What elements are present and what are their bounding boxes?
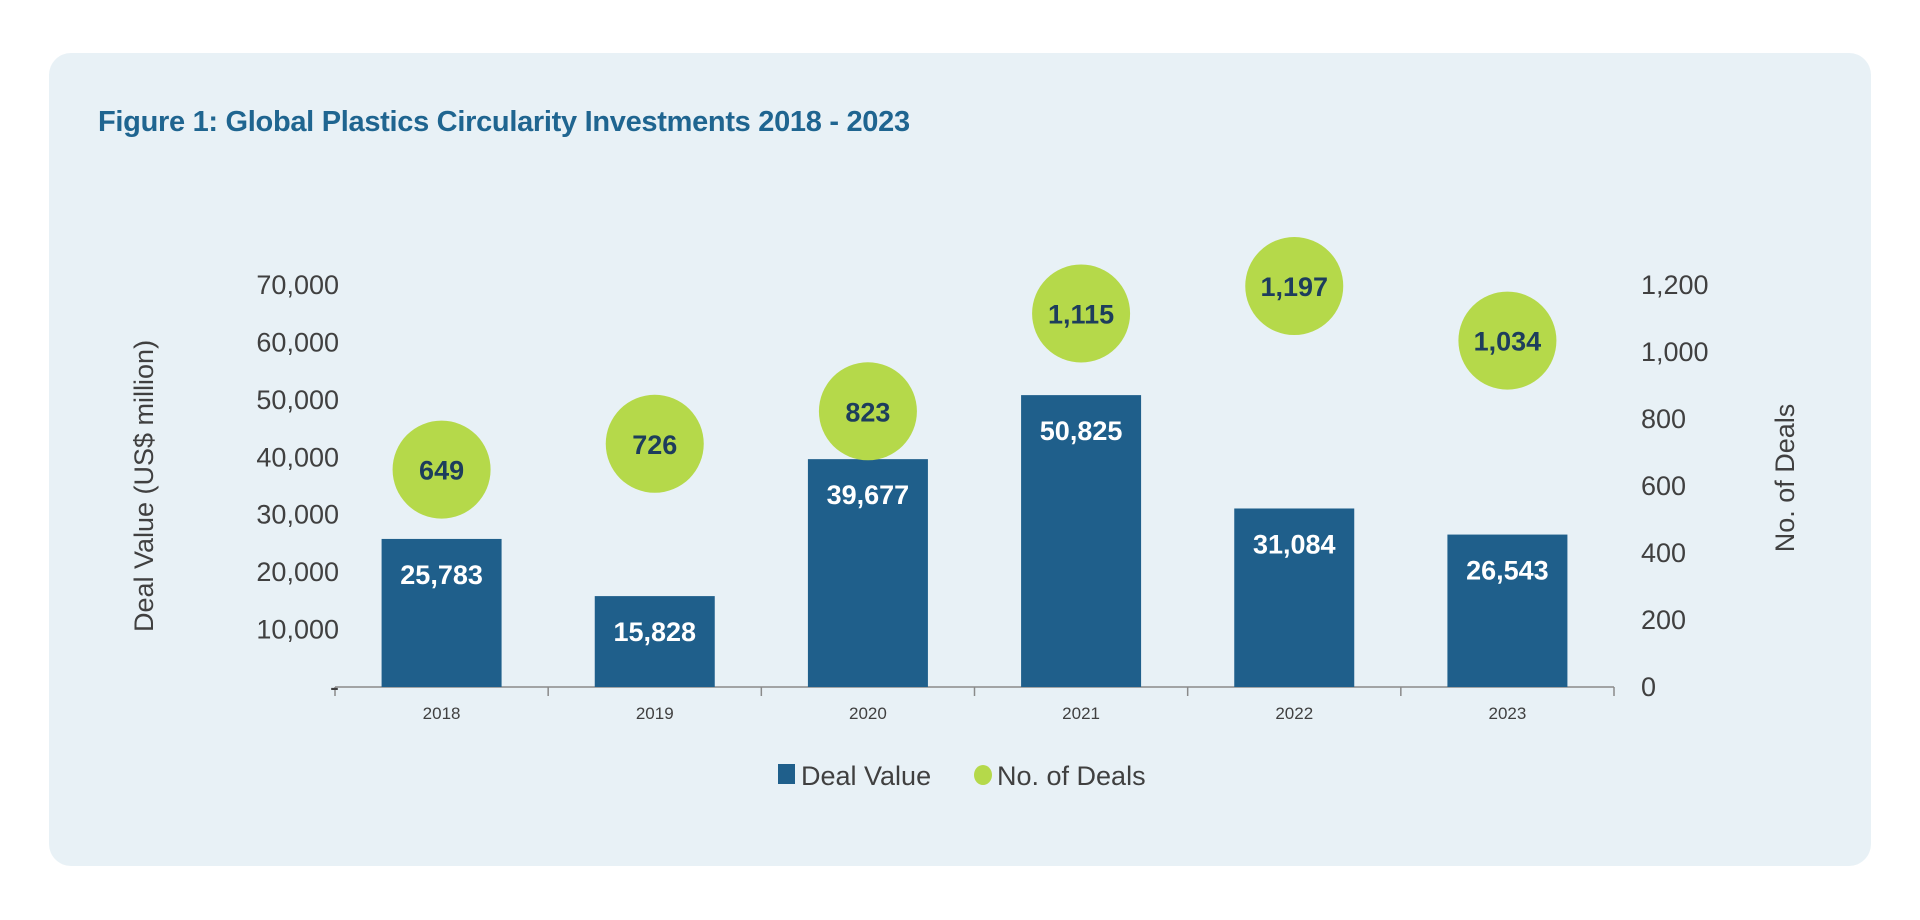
bubble-no-of-deals [1245,237,1344,336]
chart-panel [49,53,1871,866]
bar-deal-value [594,596,715,687]
legend-label-no-of-deals: No. of Deals [997,761,1146,791]
bar-deal-value [1234,508,1355,687]
y-tick-label: 40,000 [256,442,339,472]
bar-data-label: 25,783 [400,560,483,590]
bar-data-label: 39,677 [827,480,910,510]
legend-swatch-deal-value [778,764,795,784]
bar-deal-value [1447,534,1568,687]
x-tick-label: 2023 [1489,704,1527,723]
bubble-no-of-deals [1458,291,1557,390]
y-tick-label: 70,000 [256,270,339,300]
bar-data-label: 31,084 [1253,529,1336,559]
y2-tick-label: 600 [1641,471,1686,501]
y2-tick-label: 0 [1641,672,1656,702]
bubble-data-label: 726 [632,430,677,460]
bubble-data-label: 1,197 [1260,272,1328,302]
y-axis-title: Deal Value (US$ million) [129,340,159,632]
bubble-no-of-deals [605,394,704,493]
x-tick-label: 2021 [1062,704,1100,723]
bubble-data-label: 1,034 [1474,327,1542,357]
y-tick-label: 30,000 [256,500,339,530]
y2-tick-label: 200 [1641,605,1686,635]
y-tick-label: - [330,672,339,702]
x-tick-label: 2018 [423,704,461,723]
y-tick-label: 60,000 [256,327,339,357]
bar-deal-value [381,538,502,687]
bubble-data-label: 823 [845,397,890,427]
bar-data-label: 50,825 [1040,416,1123,446]
legend-label-deal-value: Deal Value [801,761,931,791]
bubble-no-of-deals [818,362,917,461]
y2-tick-label: 800 [1641,404,1686,434]
y-tick-label: 20,000 [256,557,339,587]
y2-tick-label: 1,000 [1641,337,1709,367]
y2-tick-label: 1,200 [1641,270,1709,300]
legend-swatch-no-of-deals [974,765,992,785]
x-tick-label: 2022 [1275,704,1313,723]
chart-title: Figure 1: Global Plastics Circularity In… [98,106,910,138]
y2-axis-title: No. of Deals [1770,404,1800,553]
bubble-no-of-deals [392,420,491,519]
bubble-data-label: 1,115 [1048,299,1114,329]
bar-deal-value [1021,395,1142,687]
bubble-no-of-deals [1032,264,1131,363]
y-tick-label: 50,000 [256,385,339,415]
bar-data-label: 15,828 [613,617,696,647]
bar-data-label: 26,543 [1466,556,1549,586]
bubble-data-label: 649 [419,456,464,486]
y-tick-label: 10,000 [256,615,339,645]
x-tick-label: 2019 [636,704,674,723]
y2-tick-label: 400 [1641,538,1686,568]
x-tick-label: 2020 [849,704,887,723]
bar-deal-value [807,459,928,687]
